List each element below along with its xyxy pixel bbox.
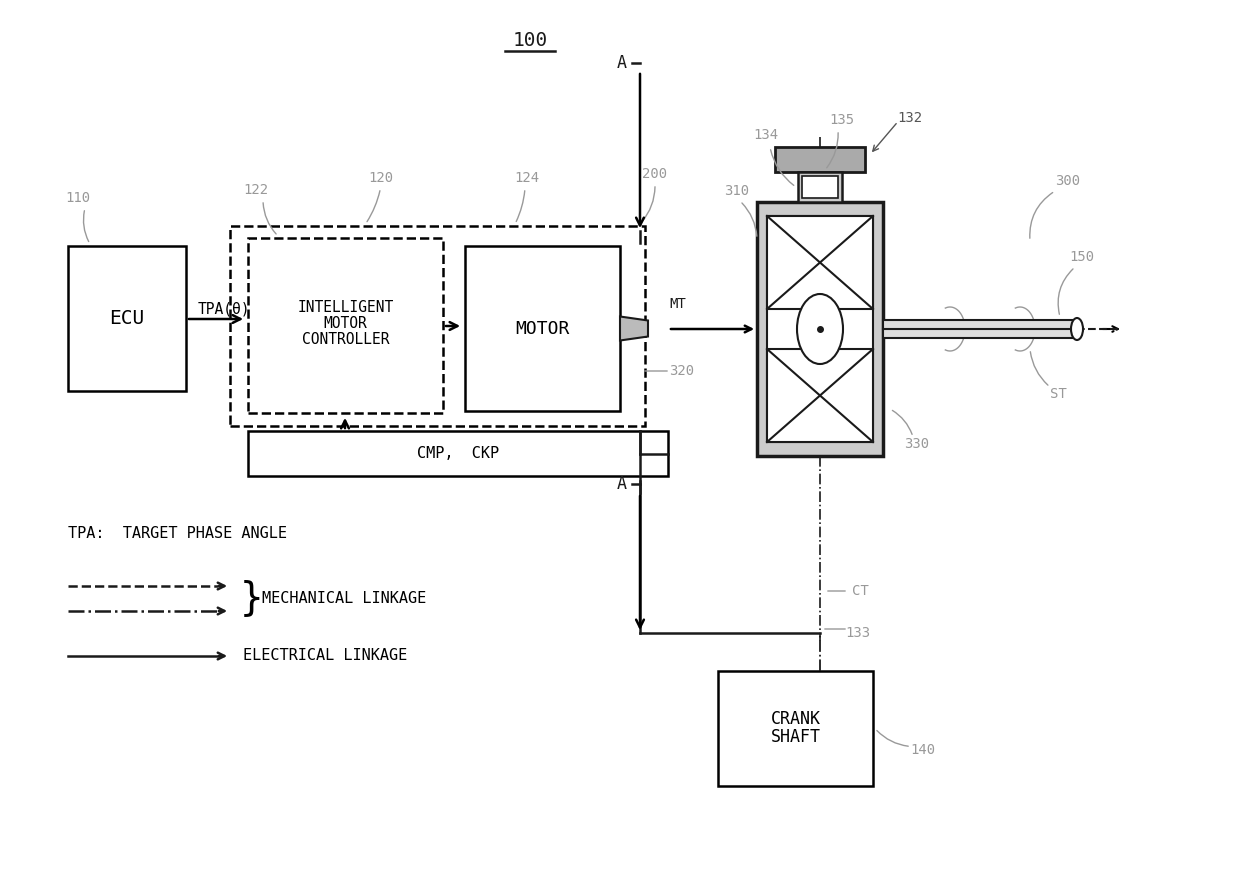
Text: }: }	[241, 580, 263, 618]
Text: 135: 135	[830, 113, 854, 127]
Text: 200: 200	[642, 167, 667, 181]
Text: 150: 150	[1069, 250, 1095, 264]
Bar	[768, 216, 873, 309]
Text: A: A	[618, 475, 627, 493]
Text: INTELLIGENT: INTELLIGENT	[298, 300, 393, 315]
Text: SHAFT: SHAFT	[770, 729, 821, 746]
Text: CONTROLLER: CONTROLLER	[301, 332, 389, 347]
Ellipse shape	[797, 294, 843, 364]
Text: MT: MT	[670, 297, 687, 311]
Text: 120: 120	[368, 171, 393, 185]
Text: 100: 100	[512, 32, 548, 50]
Text: 310: 310	[724, 184, 749, 198]
Text: CRANK: CRANK	[770, 709, 821, 728]
Text: A: A	[618, 54, 627, 72]
Bar	[68, 246, 186, 391]
Bar	[768, 349, 873, 442]
Ellipse shape	[1071, 318, 1083, 340]
Bar	[229, 226, 645, 426]
Bar	[718, 671, 873, 786]
Bar	[775, 147, 866, 172]
Text: 134: 134	[754, 128, 779, 142]
Bar	[802, 176, 838, 198]
Bar	[248, 431, 668, 476]
Text: MECHANICAL LINKAGE: MECHANICAL LINKAGE	[262, 591, 427, 606]
Bar	[756, 202, 883, 456]
Text: ST: ST	[1049, 387, 1066, 401]
Polygon shape	[620, 316, 649, 340]
Bar	[768, 216, 873, 442]
Text: ECU: ECU	[109, 309, 145, 328]
Bar	[883, 320, 1075, 338]
Text: ELECTRICAL LINKAGE: ELECTRICAL LINKAGE	[243, 648, 407, 663]
Text: CMP,  CKP: CMP, CKP	[417, 446, 498, 461]
Text: MOTOR: MOTOR	[324, 316, 367, 331]
Text: TPA(θ): TPA(θ)	[197, 301, 250, 316]
Text: 140: 140	[910, 744, 935, 758]
Text: 320: 320	[670, 364, 694, 378]
Text: 122: 122	[243, 183, 269, 197]
Text: 330: 330	[904, 437, 930, 451]
Text: 110: 110	[66, 191, 91, 205]
Text: 132: 132	[898, 110, 923, 124]
Text: MOTOR: MOTOR	[516, 320, 569, 337]
Text: TPA:  TARGET PHASE ANGLE: TPA: TARGET PHASE ANGLE	[68, 525, 286, 541]
Text: 124: 124	[515, 171, 539, 185]
Text: 133: 133	[846, 626, 870, 640]
Bar	[799, 172, 842, 202]
Text: 300: 300	[1055, 174, 1080, 188]
Text: CT: CT	[852, 584, 868, 598]
Bar	[465, 246, 620, 411]
Bar	[248, 238, 443, 413]
